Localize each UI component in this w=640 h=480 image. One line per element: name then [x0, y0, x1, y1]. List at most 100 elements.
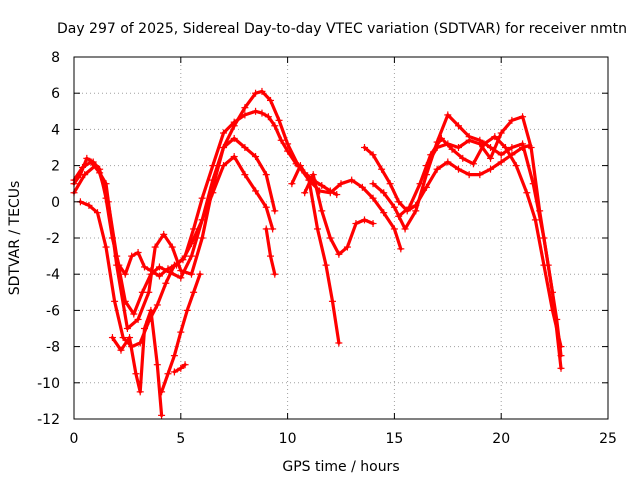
axis-ticks: 0 5 10 15 20 25 -12 -10 -8 -6 -4 -2 0 2 4 6 8 — [37, 50, 617, 447]
data-point — [536, 207, 544, 215]
x-tick-label: 10 — [279, 431, 297, 447]
data-point — [177, 328, 185, 336]
data-point — [326, 234, 334, 242]
data-point — [369, 194, 377, 202]
data-point — [395, 198, 403, 206]
data-point — [138, 288, 146, 296]
data-point — [130, 310, 138, 318]
data-point — [177, 274, 185, 282]
series-sat-b — [70, 87, 405, 318]
data-point — [390, 225, 398, 233]
data-point — [230, 153, 238, 161]
data-point — [155, 263, 163, 271]
data-point — [360, 144, 368, 151]
data-point — [397, 245, 405, 253]
data-point — [147, 306, 155, 314]
data-point — [241, 111, 249, 119]
data-point — [309, 171, 317, 179]
data-point — [378, 165, 386, 173]
data-point — [444, 111, 452, 119]
data-point — [301, 189, 309, 197]
data-point — [454, 122, 462, 130]
y-tick-label: 6 — [51, 86, 60, 102]
series-trace — [424, 115, 563, 358]
x-tick-label: 20 — [492, 431, 510, 447]
data-point — [487, 165, 495, 173]
data-point — [81, 171, 89, 179]
data-point — [465, 136, 473, 144]
y-tick-label: -8 — [46, 340, 60, 356]
data-point — [241, 171, 249, 179]
data-point — [87, 158, 95, 166]
data-point — [209, 162, 217, 170]
data-point — [220, 129, 228, 137]
data-point — [123, 325, 131, 332]
x-tick-label: 25 — [599, 431, 617, 447]
series-sat-k — [360, 142, 533, 215]
data-point — [113, 261, 121, 269]
data-point — [190, 225, 198, 233]
data-point — [198, 234, 206, 242]
data-point — [358, 183, 366, 191]
data-point — [360, 216, 368, 224]
y-tick-label: 0 — [51, 195, 60, 211]
data-point — [155, 272, 163, 280]
data-point — [170, 261, 178, 269]
data-point — [527, 144, 535, 151]
data-point — [322, 261, 330, 269]
data-point — [275, 116, 283, 124]
data-point — [454, 144, 462, 151]
data-point — [160, 230, 168, 238]
data-point — [121, 270, 129, 278]
series-trace — [78, 155, 275, 349]
data-point — [271, 207, 279, 215]
data-point — [258, 109, 266, 117]
data-point — [508, 144, 516, 151]
data-point — [241, 104, 249, 112]
data-point — [252, 153, 260, 161]
data-point — [352, 220, 360, 228]
x-tick-label: 15 — [385, 431, 403, 447]
data-point — [111, 297, 119, 305]
data-point — [296, 162, 304, 170]
data-point — [328, 297, 336, 305]
data-point — [102, 243, 110, 251]
data-point — [557, 364, 565, 372]
data-point — [190, 288, 198, 296]
data-point — [264, 113, 272, 121]
data-point — [187, 270, 195, 278]
data-point — [333, 191, 341, 199]
data-point — [288, 180, 296, 188]
data-point — [79, 163, 87, 171]
data-point — [168, 243, 176, 251]
data-point — [220, 162, 228, 170]
data-point — [132, 370, 140, 378]
y-tick-label: 8 — [51, 50, 60, 66]
data-point — [318, 182, 326, 190]
data-point — [177, 267, 185, 275]
data-point — [433, 144, 441, 151]
data-point — [491, 133, 499, 141]
data-point — [465, 171, 473, 179]
series-sat-h — [262, 225, 279, 278]
series-sat-e — [108, 306, 166, 419]
data-point — [196, 270, 204, 278]
data-point — [523, 189, 531, 197]
data-point — [177, 364, 185, 372]
data-point — [497, 129, 505, 137]
data-point — [444, 140, 452, 148]
data-point — [187, 239, 195, 247]
data-point — [158, 388, 166, 396]
data-point — [140, 263, 148, 271]
data-point — [230, 134, 238, 142]
data-point — [508, 116, 516, 124]
data-series — [70, 87, 565, 419]
data-point — [277, 136, 285, 144]
data-point — [267, 252, 275, 260]
data-point — [422, 162, 430, 170]
series-trace — [397, 135, 563, 349]
y-tick-label: -12 — [37, 412, 60, 428]
data-point — [252, 89, 260, 97]
data-point — [337, 180, 345, 188]
data-point — [557, 352, 565, 360]
